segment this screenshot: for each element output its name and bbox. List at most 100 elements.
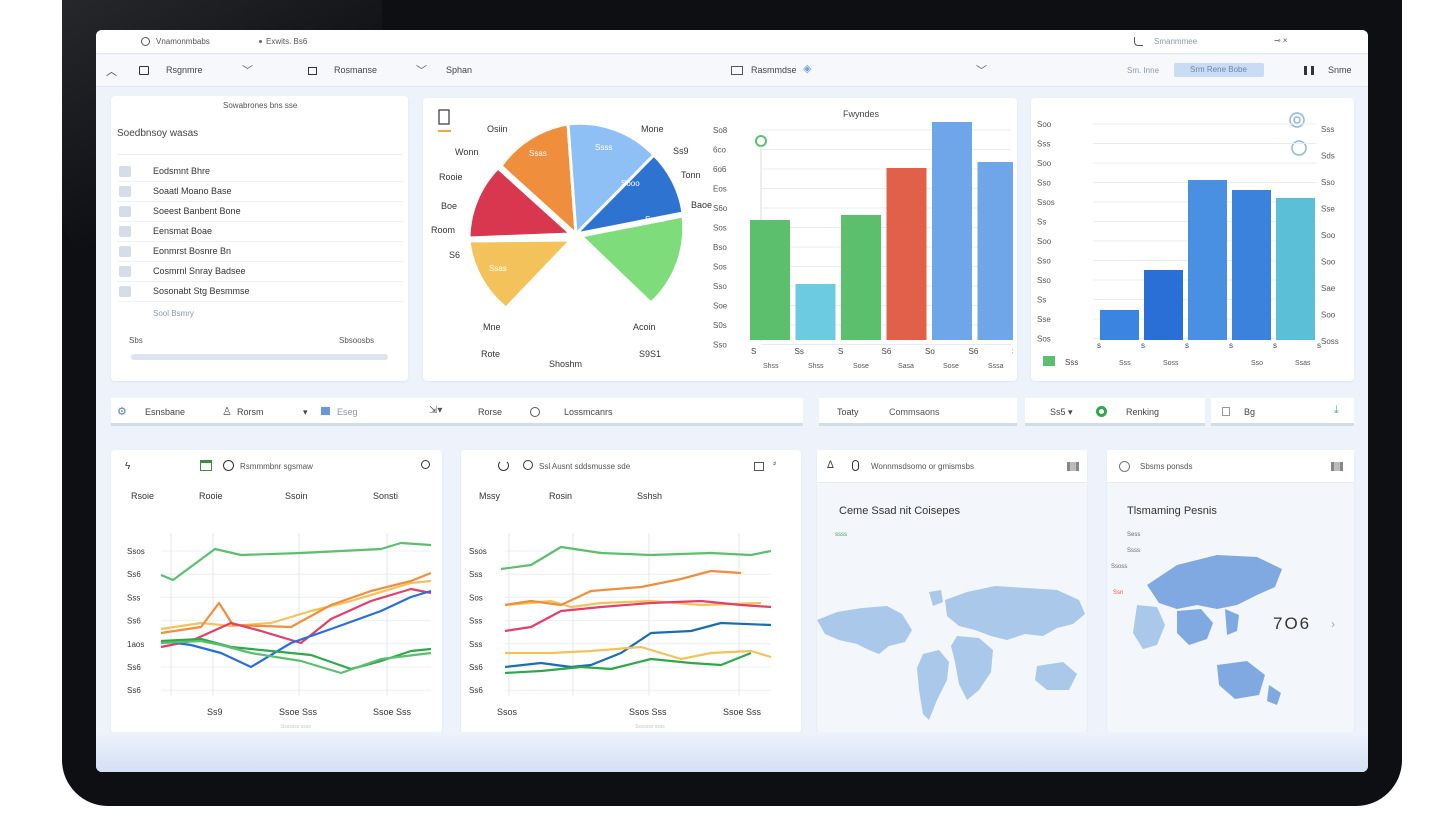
pie-document-icon [438, 109, 451, 132]
search-label[interactable]: Smanmmee [1154, 37, 1198, 46]
calendar-icon[interactable] [200, 460, 212, 471]
x-tick-label: s [1097, 341, 1101, 350]
x-tick-label: Ss9 [207, 707, 223, 717]
list-item[interactable]: Soeest Banbent Bone [117, 202, 403, 222]
more-icon[interactable]: ⸗ [773, 458, 777, 469]
window-icon[interactable] [139, 66, 149, 75]
y-tick-label: Soo [1037, 120, 1052, 129]
chart-title: Ssl Ausnt sddsmusse sde [539, 462, 631, 471]
filter-3[interactable]: Eseg [337, 407, 358, 417]
chevron-down-icon[interactable]: ﹀ [416, 65, 427, 77]
status-circle-icon [141, 37, 150, 46]
filter-pill[interactable]: Srm Rene Bobe [1174, 63, 1264, 77]
square-icon[interactable] [754, 462, 764, 471]
list-item[interactable]: Eonmrst Bosnre Bn [117, 242, 403, 262]
list-item[interactable]: Eodsmnt Bhre [117, 162, 403, 182]
search-icon[interactable] [421, 460, 430, 469]
globe-icon[interactable] [1119, 461, 1130, 472]
pie-slice-crimson[interactable] [467, 165, 575, 240]
pie-slice-orange[interactable] [499, 122, 578, 238]
y-tick-label: Sse [1037, 315, 1051, 324]
pie-outer-label: Rooie [439, 172, 463, 182]
chevron-up-icon[interactable]: ︿ [106, 66, 117, 78]
filter-6[interactable]: Toaty [837, 407, 859, 417]
chevron-down-icon[interactable]: ▾ [1068, 407, 1073, 417]
download-icon[interactable]: ⤓ [1334, 404, 1339, 416]
filter-2[interactable]: Rorsm [237, 407, 264, 417]
flag-icon[interactable] [321, 407, 330, 415]
y-tick-label: Sso [1037, 257, 1051, 266]
refresh-icon[interactable] [498, 460, 509, 471]
checkbox-icon[interactable] [1222, 407, 1230, 416]
map-card-2: Sbsms ponsds Tlsmaming Pesnis Sess Ssss … [1107, 450, 1354, 733]
y-tick-label: Soo [1321, 231, 1336, 240]
menu-item-3[interactable]: Sphan [446, 65, 473, 75]
x-tick-label: Ssoe Sss [373, 707, 412, 717]
chart-icon[interactable] [1304, 66, 1314, 75]
series-line [160, 571, 432, 635]
tag-icon[interactable]: ◈ [803, 63, 812, 75]
chart-icon[interactable] [1331, 462, 1343, 471]
x-tick-label: s [1185, 341, 1189, 350]
chart-icon[interactable] [1067, 462, 1079, 471]
list-item[interactable]: Eensmat Boae [117, 222, 403, 242]
list-item[interactable]: Sosonabt Stg Besmmse [117, 282, 403, 302]
x-tick-label: S [751, 347, 756, 356]
menu-item-2[interactable]: Rosmanse [334, 65, 378, 75]
pie-slice-green[interactable] [577, 214, 686, 306]
bar [1144, 270, 1183, 340]
list-item[interactable]: Cosmrnl Snray Badsee [117, 262, 403, 282]
filter-7[interactable]: Commsaons [889, 407, 940, 417]
scroll-track[interactable] [131, 354, 388, 360]
filter-10[interactable]: Bg [1244, 407, 1256, 417]
lock-icon[interactable] [308, 67, 317, 75]
clock-icon[interactable] [223, 460, 234, 471]
filter-8[interactable]: Ss5 [1050, 407, 1066, 417]
x-labels: Shss Shss Sose Sasa Sose Sssa [763, 363, 1004, 370]
map-header: Sbsms ponsds [1107, 450, 1354, 483]
y-ticks-left: Soo Sss Soo Sso Ssos Ss Soo Sso Sso Ss Sse Sos [1037, 120, 1055, 344]
y-tick-label: Ss [1037, 218, 1046, 227]
window-controls[interactable]: ⊸ × [1274, 36, 1288, 45]
pie-slice-blue[interactable] [571, 152, 685, 237]
bar [841, 215, 881, 340]
pie-outer-label: Osiin [487, 124, 508, 134]
filter-4[interactable]: Rorse [478, 407, 503, 417]
bar [795, 284, 836, 340]
bolt-icon[interactable]: ϟ [125, 461, 131, 472]
user-label[interactable]: Snme [1328, 65, 1352, 75]
sort-label[interactable]: Sm. Inne [1127, 66, 1160, 75]
chevron-down-icon[interactable]: ▾ [303, 407, 308, 417]
y-tick-label: 6co [713, 146, 726, 155]
link-icon[interactable] [1134, 37, 1143, 46]
pie-slice-light-blue[interactable] [566, 121, 657, 238]
chevron-down-icon[interactable]: ﹀ [242, 65, 253, 77]
info-circle-icon[interactable] [530, 407, 540, 417]
export-icon[interactable]: ⇲▾ [429, 405, 443, 416]
y-tick-label: Soe [713, 302, 728, 311]
filter-5[interactable]: Lossmcanrs [564, 407, 613, 417]
filter-9[interactable]: Renking [1126, 407, 1160, 417]
pie-outer-label: Shoshm [549, 359, 582, 369]
series-line [160, 587, 432, 649]
monitor-icon[interactable] [731, 66, 743, 75]
refresh-circle-icon[interactable] [1291, 140, 1307, 156]
map-value: 7O6 [1273, 614, 1312, 633]
filter-1[interactable]: Esnsbane [145, 407, 186, 417]
list-item[interactable]: Soaatl Moano Base [117, 182, 403, 202]
menu-item-1[interactable]: Rsgnmre [166, 65, 203, 75]
chevron-right-icon[interactable]: › [1331, 617, 1335, 631]
pin-icon[interactable]: ᐃ [827, 460, 834, 471]
pie-outer-label: Rote [481, 349, 500, 359]
x-tick-label: S [1012, 347, 1013, 356]
settings-circle-icon[interactable] [1289, 112, 1305, 128]
x-tick-label: s [1141, 341, 1145, 350]
pin-icon[interactable]: ♙ [222, 406, 232, 418]
toggle-on-icon[interactable] [1096, 406, 1107, 417]
pie-slice-yellow[interactable] [467, 238, 575, 311]
mic-icon[interactable] [852, 460, 859, 471]
center-label[interactable]: Rasmmdse [751, 65, 797, 75]
chevron-down-icon[interactable]: ﹀ [976, 65, 987, 77]
clock-icon[interactable] [523, 460, 533, 470]
gear-icon[interactable]: ⚙ [117, 406, 127, 418]
